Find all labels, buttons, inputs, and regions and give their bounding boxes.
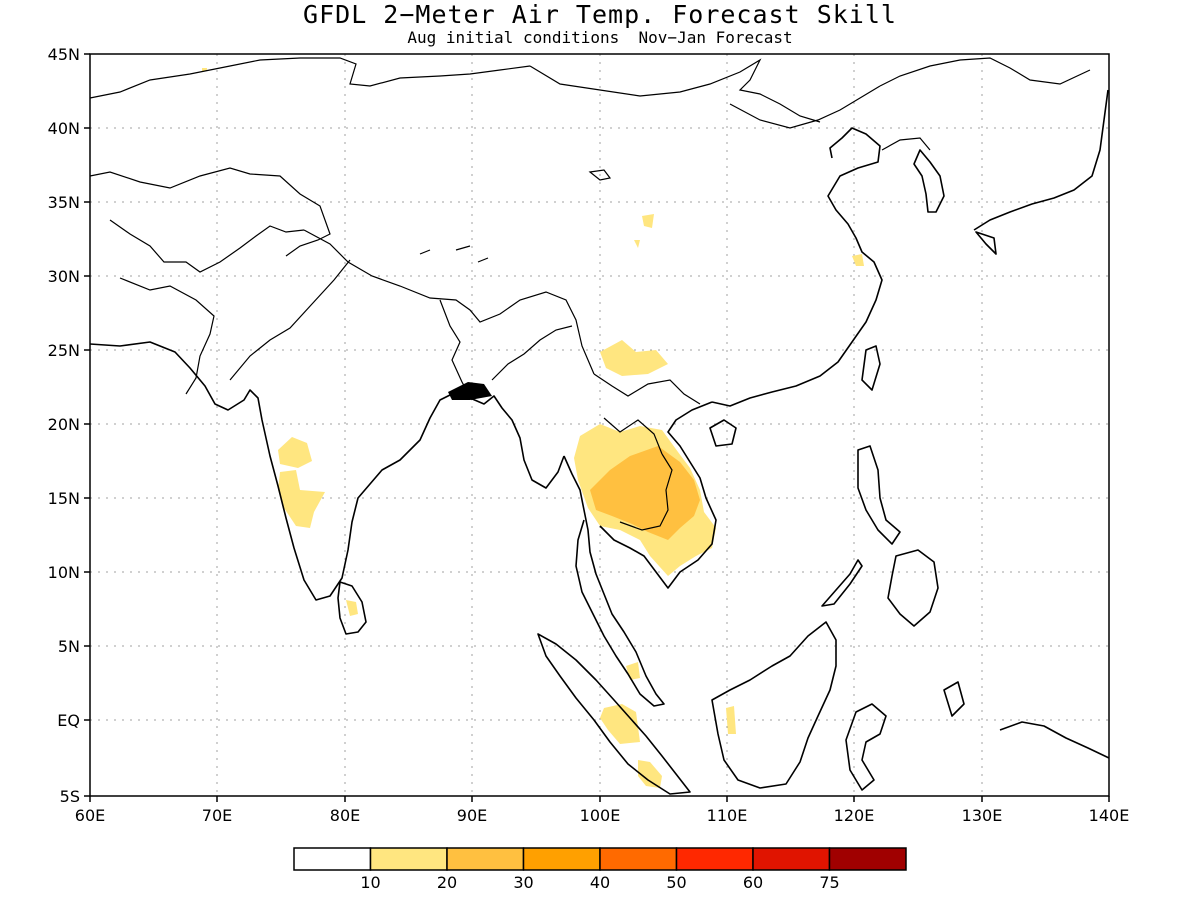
lat-label: 5S: [60, 787, 80, 806]
coastline-luzon: [857, 445, 901, 545]
coastline-sumatra: [537, 633, 691, 795]
lon-label: 100E: [580, 806, 621, 825]
map-title: GFDL 2−Meter Air Temp. Forecast Skill: [303, 0, 897, 29]
colorbar-swatch: [293, 847, 372, 871]
colorbar-swatch: [828, 847, 907, 871]
colorbar-label: 50: [666, 873, 686, 892]
colorbar-label: 30: [513, 873, 533, 892]
lat-label: 40N: [48, 119, 80, 138]
lon-label: 60E: [75, 806, 105, 825]
coastline-korea: [913, 149, 945, 213]
coastline-borneo: [711, 621, 837, 789]
coastline-sulawesi: [845, 703, 887, 791]
lat-label: 10N: [48, 563, 80, 582]
coastline-japan: [973, 89, 1109, 231]
lon-label: 140E: [1089, 806, 1130, 825]
colorbar-label: 20: [437, 873, 457, 892]
lon-label: 120E: [834, 806, 875, 825]
lat-label: 5N: [58, 637, 80, 656]
colorbar: 10 20 30 40 50 60 75: [293, 847, 907, 892]
lat-label: 30N: [48, 267, 80, 286]
colorbar-label: 10: [360, 873, 380, 892]
ticks: [84, 53, 1110, 802]
lon-label: 70E: [202, 806, 232, 825]
gridlines: [90, 54, 1109, 796]
coastline-mindanao: [887, 549, 939, 627]
coastlines: [89, 89, 1110, 795]
lat-label: EQ: [57, 711, 80, 730]
lat-labels: 45N 40N 35N 30N 25N 20N 15N 10N 5N EQ 5S: [48, 45, 80, 806]
colorbar-swatch: [446, 847, 525, 871]
skill-region-indochina-inner: [590, 446, 700, 540]
coastline-taiwan: [861, 345, 881, 391]
borders: [89, 57, 1091, 531]
coastline-hainan: [709, 419, 737, 447]
skill-region-sumatra-south: [638, 760, 662, 788]
colorbar-label: 40: [590, 873, 610, 892]
lat-label: 45N: [48, 45, 80, 64]
map-subtitle: Aug initial conditions Nov−Jan Forecast: [407, 28, 793, 47]
skill-region-borneo-west: [726, 706, 736, 734]
coastline-new-guinea: [999, 721, 1110, 759]
lat-label: 15N: [48, 489, 80, 508]
colorbar-label: 60: [743, 873, 763, 892]
skill-region-shanghai: [852, 254, 864, 266]
skill-region-sichuan: [642, 214, 654, 228]
lat-label: 25N: [48, 341, 80, 360]
lon-label: 90E: [457, 806, 487, 825]
skill-region-sichuan-2: [634, 240, 640, 248]
skill-region-sumatra: [600, 704, 640, 744]
colorbar-swatch: [675, 847, 754, 871]
lon-label: 110E: [707, 806, 748, 825]
colorbar-swatch: [369, 847, 448, 871]
skill-region-sri-lanka: [346, 600, 358, 616]
delta-region: [448, 382, 492, 400]
coastline-indochina: [599, 401, 717, 589]
colorbar-swatch: [522, 847, 601, 871]
lon-label: 130E: [962, 806, 1003, 825]
coastline-japan-kyushu: [975, 231, 997, 255]
skill-region-central-india: [278, 437, 312, 468]
coastline-china: [711, 127, 883, 407]
colorbar-swatch: [599, 847, 678, 871]
coastline-malay-peninsula: [563, 455, 665, 707]
coastline-west: [89, 341, 565, 601]
skill-region-south-india: [278, 470, 325, 528]
lat-label: 20N: [48, 415, 80, 434]
colorbar-swatch: [752, 847, 831, 871]
lat-label: 35N: [48, 193, 80, 212]
coastline-sri-lanka: [337, 581, 367, 635]
skill-shading: [202, 68, 864, 788]
colorbar-label: 75: [819, 873, 839, 892]
coastline-moluccas: [943, 681, 965, 717]
lon-labels: 60E 70E 80E 90E 100E 110E 120E 130E 140E: [75, 806, 1130, 825]
skill-region-yunnan: [600, 340, 668, 376]
lon-label: 80E: [330, 806, 360, 825]
coastline-palawan: [821, 559, 863, 607]
